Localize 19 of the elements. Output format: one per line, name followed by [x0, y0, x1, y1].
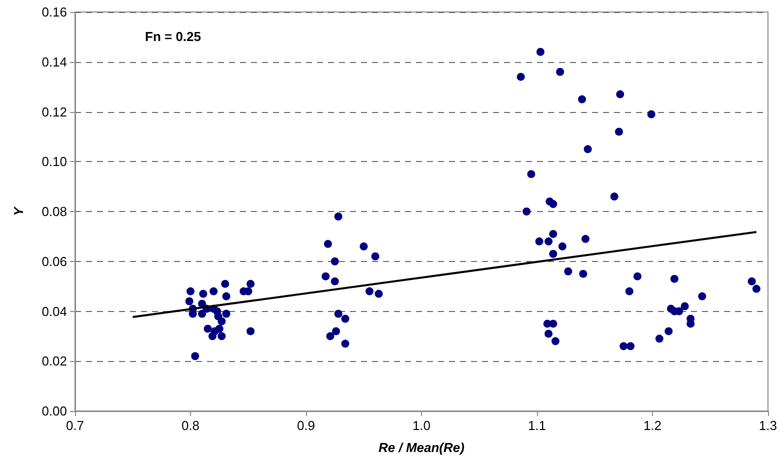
- y-tick-label: 0.12: [42, 104, 67, 120]
- y-tick-label: 0.10: [42, 154, 67, 170]
- y-tick-label: 0.00: [42, 404, 67, 418]
- y-axis-title: Y: [11, 206, 26, 216]
- x-tick-label: 1.1: [528, 418, 546, 433]
- y-tick-label: 0.02: [42, 354, 67, 369]
- y-tick-label: 0.14: [42, 54, 67, 70]
- x-tick-label: 1.0: [412, 418, 431, 433]
- x-tick-label: 0.8: [181, 418, 200, 433]
- x-tick-label: 1.3: [758, 418, 778, 433]
- y-tick-label: 0.16: [42, 4, 67, 20]
- x-axis-title: Re / Mean(Re): [378, 440, 464, 455]
- y-tick-label: 0.08: [42, 204, 67, 219]
- annotation: Fn = 0.25: [145, 29, 201, 44]
- y-tick-label: 0.04: [42, 304, 67, 319]
- y-tick-label: 0.06: [42, 254, 67, 269]
- x-tick-label: 0.7: [66, 418, 84, 433]
- x-tick-label: 0.9: [296, 418, 316, 433]
- x-tick-label: 1.2: [643, 418, 662, 433]
